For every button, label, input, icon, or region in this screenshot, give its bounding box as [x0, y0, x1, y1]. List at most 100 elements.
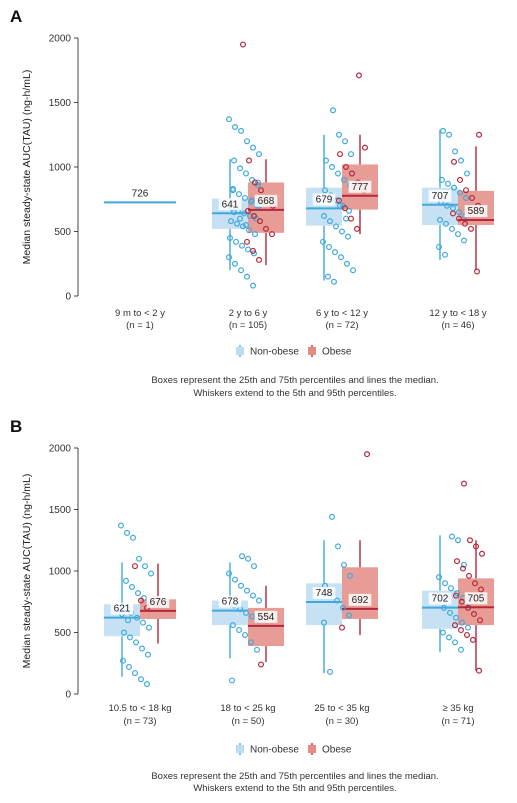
data-point — [349, 170, 356, 177]
data-point — [241, 210, 248, 217]
data-point — [341, 176, 348, 183]
data-point — [136, 555, 143, 562]
iqr-box — [306, 187, 342, 226]
data-point — [120, 629, 127, 636]
data-point — [327, 668, 334, 675]
data-point — [444, 202, 451, 209]
iqr-box — [248, 182, 284, 233]
data-point — [138, 676, 145, 683]
data-point — [233, 238, 240, 245]
data-point — [350, 267, 357, 274]
data-point — [332, 249, 339, 256]
data-point — [242, 631, 249, 638]
data-point — [337, 151, 344, 158]
data-point — [125, 663, 132, 670]
data-point — [455, 537, 462, 544]
data-point — [458, 157, 465, 164]
value-label-bg — [348, 180, 372, 193]
data-point — [325, 273, 332, 280]
x-category-label: 2 y to 6 y — [229, 308, 268, 319]
data-point — [452, 639, 459, 646]
panel-letter: B — [10, 417, 22, 436]
x-category-n: (n = 71) — [441, 716, 474, 727]
data-point — [249, 613, 256, 620]
median-value-label: 554 — [258, 612, 275, 623]
median-value-label: 702 — [432, 594, 449, 605]
data-point — [339, 624, 346, 631]
median-value-label: 589 — [468, 206, 485, 217]
data-point — [442, 251, 449, 258]
value-label-bg — [110, 602, 134, 615]
data-point — [470, 636, 477, 643]
data-point — [258, 661, 265, 668]
data-point — [436, 574, 443, 581]
data-point — [252, 179, 259, 186]
data-point — [342, 138, 349, 145]
data-point — [476, 131, 483, 138]
note-line-1: Boxes represent the 25th and 75th percen… — [151, 375, 438, 386]
median-value-label: 692 — [352, 595, 369, 606]
panel-letter: A — [10, 7, 22, 26]
data-point — [342, 205, 349, 212]
value-label-bg — [312, 193, 336, 206]
value-label-bg — [146, 595, 170, 608]
data-point — [236, 191, 243, 198]
value-label-bg — [254, 610, 278, 623]
median-value-label: 621 — [114, 604, 131, 615]
data-point — [334, 597, 341, 604]
data-point — [132, 563, 139, 570]
data-point — [364, 451, 371, 458]
data-point — [321, 619, 328, 626]
data-point — [469, 194, 476, 201]
y-axis-label: Median steady-state AUC(TAU) (ng-h/mL) — [21, 70, 33, 265]
data-point — [335, 170, 342, 177]
median-value-label: 668 — [258, 196, 275, 207]
data-point — [476, 667, 483, 674]
value-label-bg — [428, 592, 452, 605]
x-category-label: 12 y to < 18 y — [429, 308, 487, 319]
data-point — [335, 543, 342, 550]
x-category-label: 18 to < 25 kg — [220, 703, 275, 714]
data-point — [232, 260, 239, 267]
data-point — [239, 242, 246, 249]
legend-non-obese-label: Non-obese — [250, 745, 299, 756]
data-point — [452, 148, 459, 155]
legend-obese-label: Obese — [322, 745, 352, 756]
data-point — [244, 273, 251, 280]
data-point — [236, 627, 243, 634]
data-point — [251, 563, 258, 570]
data-point — [467, 537, 474, 544]
data-point — [144, 681, 151, 688]
data-point — [226, 254, 233, 261]
data-point — [327, 218, 334, 225]
data-point — [239, 553, 246, 560]
data-point — [331, 278, 338, 285]
data-point — [468, 225, 475, 232]
data-point — [255, 179, 262, 186]
data-point — [341, 561, 348, 568]
data-point — [240, 41, 247, 48]
data-point — [448, 585, 455, 592]
data-point — [329, 164, 336, 171]
data-point — [464, 170, 471, 177]
data-point — [258, 187, 265, 194]
data-point — [250, 282, 257, 289]
data-point — [453, 592, 460, 599]
data-point — [338, 254, 345, 261]
data-point — [246, 227, 253, 234]
data-point — [230, 622, 237, 629]
y-tick-label: 1000 — [49, 567, 72, 578]
note-line-2: Whiskers extend to the 5th and 95th perc… — [193, 388, 396, 399]
value-label-bg — [464, 205, 488, 218]
value-label-bg — [348, 593, 372, 606]
data-point — [472, 580, 479, 587]
chart-panel-a: A 0 500 1000 1500 2000 Median steady-state AUC… — [10, 7, 494, 399]
data-point — [346, 207, 353, 214]
data-point — [246, 157, 253, 164]
data-point — [248, 639, 255, 646]
note-line-2: Whiskers extend to the 5th and 95th perc… — [193, 783, 396, 794]
data-point — [250, 144, 257, 151]
data-point — [465, 604, 472, 611]
data-point — [326, 243, 333, 250]
data-point — [445, 180, 452, 187]
